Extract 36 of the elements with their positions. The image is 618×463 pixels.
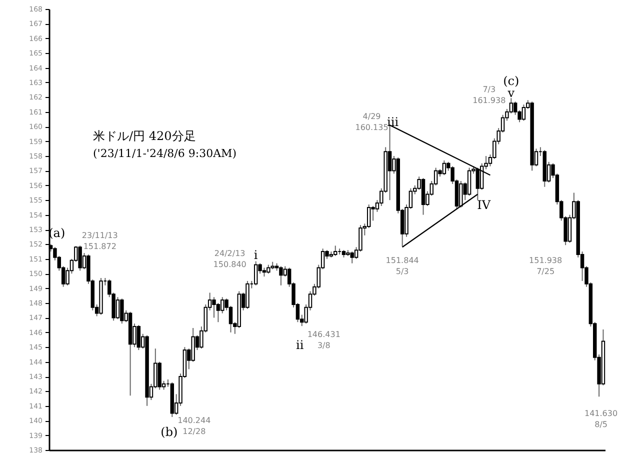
annotation: 4/29 160.135 — [355, 112, 388, 132]
annotation: 141.630 8/5 — [584, 409, 618, 429]
candlestick — [279, 266, 283, 286]
annotation: (b) — [160, 425, 178, 439]
candlestick — [136, 324, 141, 351]
annotation: 7/3 161.938 — [472, 85, 506, 105]
annotation: iii — [387, 115, 399, 129]
annotation: 151.938 7/25 — [529, 256, 562, 276]
candlestick — [522, 104, 526, 122]
candlestick — [442, 160, 446, 176]
annotation: ii — [296, 338, 304, 352]
annotation: 24/2/13 150.840 — [213, 249, 246, 269]
candlestick — [220, 296, 224, 314]
candlestick — [212, 296, 216, 318]
candlestick — [158, 361, 162, 390]
candlestick — [366, 204, 371, 229]
annotation: 23/11/13 151.872 — [82, 231, 118, 251]
annotation: (a) — [48, 226, 66, 240]
candlestick — [246, 280, 250, 310]
annotation: 151.844 5/3 — [386, 256, 419, 276]
candlestick — [116, 296, 120, 320]
annotation: 140.244 12/28 — [178, 416, 211, 436]
text: ('23/11/1-'24/8/6 9:30AM) — [93, 147, 237, 160]
candlestick — [350, 251, 354, 264]
candlestick — [78, 245, 82, 272]
text: 米ドル/円 420分足 — [93, 129, 196, 143]
candlestick — [334, 245, 338, 256]
candlestick — [120, 298, 124, 324]
annotation: 146.431 3/8 — [307, 330, 340, 350]
annotation: i — [254, 248, 258, 262]
candlestick — [254, 260, 258, 286]
annotation: (c) — [503, 74, 520, 88]
candlestick — [467, 167, 472, 196]
candlestick — [216, 302, 220, 323]
annotation: IV — [477, 198, 491, 212]
annotation: v — [506, 86, 515, 100]
